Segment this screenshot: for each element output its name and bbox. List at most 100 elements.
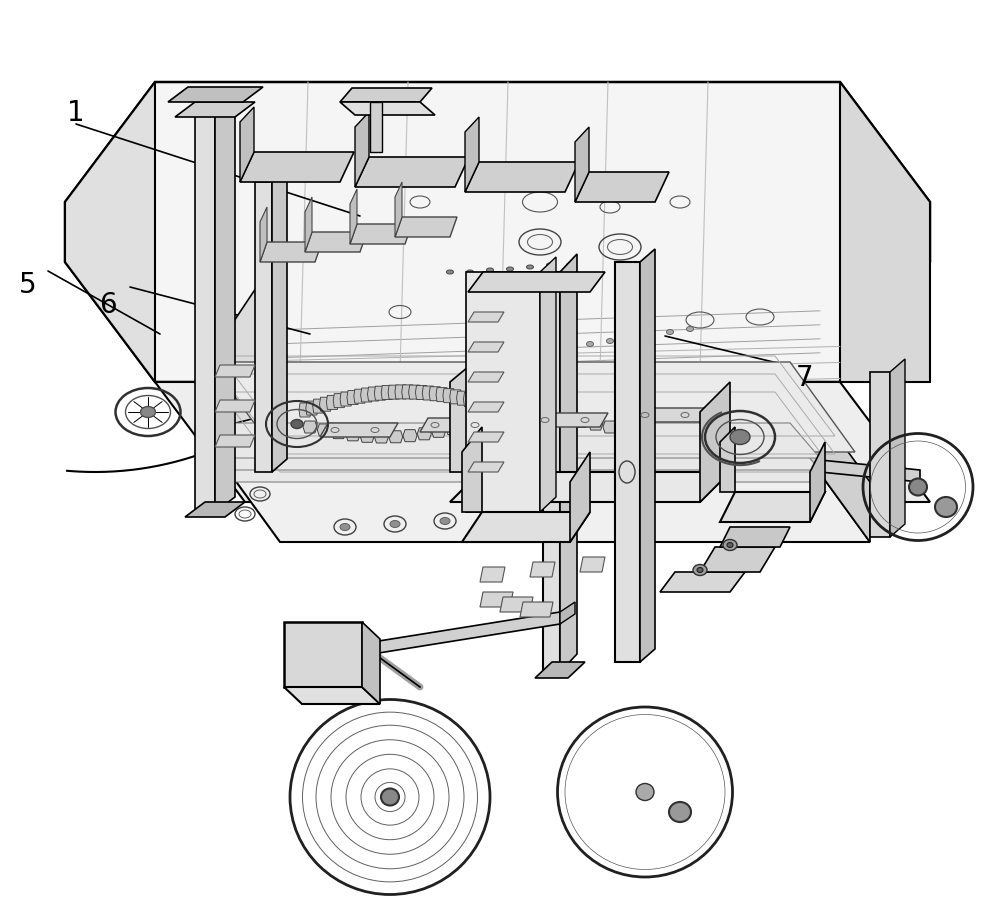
Polygon shape	[340, 89, 432, 103]
Polygon shape	[305, 198, 312, 253]
Polygon shape	[468, 343, 504, 353]
Polygon shape	[374, 387, 386, 400]
Ellipse shape	[487, 269, 494, 272]
Polygon shape	[370, 103, 382, 152]
Ellipse shape	[566, 345, 574, 350]
Text: 1: 1	[67, 99, 85, 127]
Polygon shape	[185, 502, 245, 518]
Polygon shape	[355, 158, 469, 188]
Polygon shape	[240, 152, 354, 183]
Polygon shape	[381, 386, 393, 400]
Polygon shape	[560, 603, 575, 624]
Polygon shape	[530, 413, 608, 428]
Text: 7: 7	[796, 364, 814, 391]
Polygon shape	[272, 170, 287, 473]
Ellipse shape	[507, 268, 514, 272]
Polygon shape	[468, 272, 605, 292]
Polygon shape	[240, 108, 254, 183]
Polygon shape	[450, 357, 480, 473]
Ellipse shape	[730, 430, 750, 445]
Ellipse shape	[723, 540, 737, 551]
Polygon shape	[468, 402, 504, 412]
Polygon shape	[660, 573, 745, 593]
Ellipse shape	[666, 330, 674, 336]
Polygon shape	[489, 415, 503, 427]
Ellipse shape	[669, 802, 691, 822]
Polygon shape	[200, 433, 870, 542]
Polygon shape	[299, 403, 311, 418]
Polygon shape	[480, 593, 513, 607]
Polygon shape	[360, 612, 560, 657]
Ellipse shape	[636, 784, 654, 801]
Polygon shape	[374, 431, 388, 444]
Ellipse shape	[697, 568, 703, 573]
Polygon shape	[720, 428, 735, 492]
Polygon shape	[317, 425, 331, 437]
Polygon shape	[332, 428, 346, 439]
Ellipse shape	[646, 333, 654, 338]
Polygon shape	[446, 423, 460, 435]
Polygon shape	[355, 113, 369, 188]
Ellipse shape	[586, 342, 594, 347]
Ellipse shape	[526, 266, 534, 270]
Polygon shape	[535, 662, 585, 678]
Polygon shape	[575, 128, 589, 203]
Polygon shape	[470, 394, 482, 409]
Polygon shape	[320, 424, 398, 437]
Ellipse shape	[390, 521, 400, 528]
Ellipse shape	[546, 263, 554, 268]
Polygon shape	[468, 313, 504, 323]
Polygon shape	[450, 391, 462, 404]
Polygon shape	[457, 391, 469, 406]
Ellipse shape	[447, 271, 454, 275]
Polygon shape	[465, 118, 479, 193]
Polygon shape	[820, 461, 920, 483]
Polygon shape	[284, 622, 362, 687]
Polygon shape	[532, 411, 546, 424]
Polygon shape	[466, 272, 540, 512]
Polygon shape	[320, 398, 332, 411]
Polygon shape	[432, 426, 446, 437]
Polygon shape	[313, 400, 325, 414]
Ellipse shape	[467, 271, 474, 275]
Polygon shape	[462, 428, 482, 512]
Polygon shape	[175, 103, 255, 118]
Polygon shape	[436, 388, 448, 402]
Ellipse shape	[606, 339, 614, 345]
Polygon shape	[460, 420, 474, 432]
Polygon shape	[546, 412, 560, 424]
Polygon shape	[543, 272, 560, 672]
Polygon shape	[303, 421, 317, 434]
Polygon shape	[215, 365, 255, 378]
Ellipse shape	[626, 336, 634, 341]
Polygon shape	[540, 258, 556, 512]
Polygon shape	[415, 386, 427, 400]
Polygon shape	[450, 473, 730, 502]
Polygon shape	[350, 189, 357, 244]
Polygon shape	[615, 262, 640, 662]
Polygon shape	[468, 463, 504, 473]
Polygon shape	[195, 113, 215, 512]
Polygon shape	[580, 557, 605, 573]
Polygon shape	[395, 385, 407, 400]
Polygon shape	[560, 414, 574, 426]
Ellipse shape	[727, 543, 733, 548]
Polygon shape	[720, 528, 790, 548]
Polygon shape	[720, 492, 825, 522]
Polygon shape	[388, 386, 400, 400]
Polygon shape	[260, 207, 267, 262]
Polygon shape	[395, 183, 402, 238]
Polygon shape	[210, 363, 855, 453]
Polygon shape	[340, 392, 352, 407]
Polygon shape	[205, 447, 820, 483]
Polygon shape	[368, 388, 380, 401]
Polygon shape	[517, 412, 531, 424]
Polygon shape	[630, 409, 708, 422]
Polygon shape	[890, 360, 905, 538]
Polygon shape	[168, 87, 263, 103]
Polygon shape	[155, 382, 930, 502]
Polygon shape	[474, 418, 488, 429]
Polygon shape	[574, 416, 588, 428]
Ellipse shape	[686, 327, 694, 332]
Polygon shape	[402, 385, 414, 400]
